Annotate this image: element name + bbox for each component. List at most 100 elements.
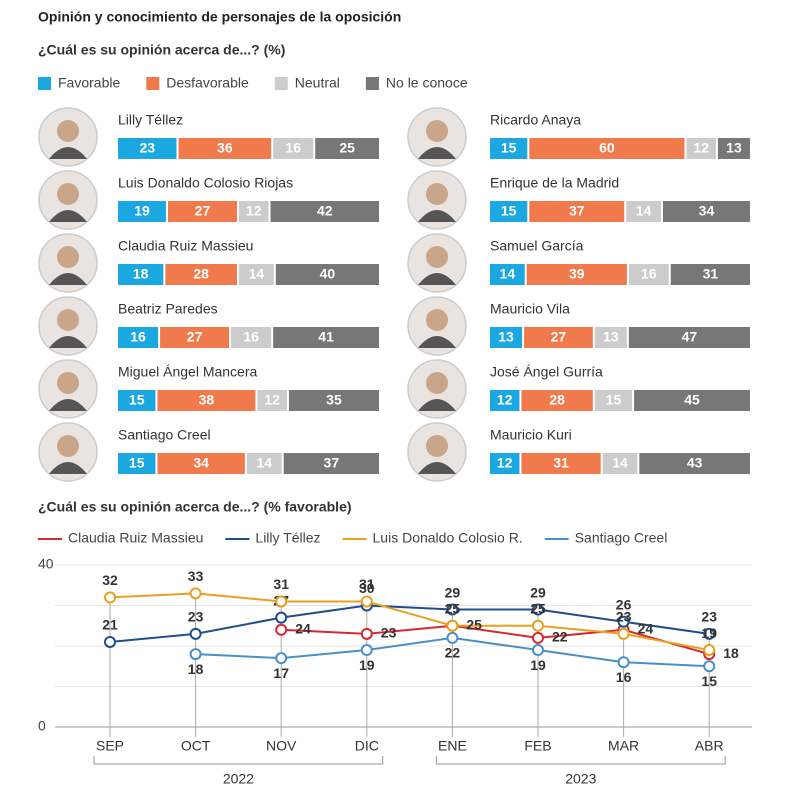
bar-segment — [490, 327, 523, 348]
portrait-body — [49, 399, 87, 411]
point-label: 22 — [552, 629, 568, 645]
bar-value: 60 — [599, 140, 615, 156]
bar-segment — [490, 390, 520, 411]
bar-segment — [270, 201, 379, 222]
bar-segment — [529, 201, 625, 222]
year-label: 2022 — [223, 771, 254, 787]
bar-value: 15 — [501, 203, 517, 219]
point — [104, 635, 116, 648]
series-line — [109, 592, 710, 652]
legend-label: Claudia Ruiz Massieu — [68, 530, 203, 546]
legend-label: Lilly Téllez — [255, 530, 320, 546]
point — [446, 631, 459, 644]
point-label: 23 — [188, 609, 204, 625]
portrait-body — [418, 462, 456, 474]
portrait-body — [49, 462, 87, 474]
bar-value: 37 — [569, 203, 585, 219]
legend-swatch — [274, 77, 288, 90]
year-bracket — [435, 756, 726, 765]
bar-value: 28 — [193, 266, 209, 282]
point-label: 17 — [273, 665, 289, 681]
bar-segment — [118, 201, 166, 222]
point-label: 30 — [359, 580, 375, 596]
point — [275, 623, 288, 636]
x-tick-label: MAR — [608, 738, 639, 754]
portrait-head — [426, 372, 448, 394]
bar-value: 34 — [193, 455, 209, 471]
bar-value: 12 — [497, 392, 513, 408]
point-label: 24 — [638, 621, 654, 637]
bar-segment — [686, 138, 716, 159]
point — [532, 631, 544, 644]
point — [360, 595, 373, 608]
legend-label: Desfavorable — [166, 75, 249, 91]
portrait-head — [426, 246, 448, 268]
bar-value: 12 — [497, 455, 513, 471]
x-tick-label: OCT — [181, 738, 211, 754]
point — [446, 603, 459, 616]
point-label: 25 — [466, 616, 482, 632]
portrait-head — [57, 120, 79, 142]
bar-value: 12 — [246, 203, 262, 219]
series-line — [109, 604, 710, 643]
bar-value: 16 — [243, 329, 259, 345]
year-label: 2023 — [565, 771, 596, 787]
bar-value: 18 — [133, 266, 149, 282]
person-name: Mauricio Kuri — [490, 427, 572, 443]
bar-segment — [490, 264, 525, 285]
bar-segment — [118, 264, 164, 285]
legend-label: Favorable — [58, 75, 120, 91]
point-label: 26 — [616, 596, 632, 612]
bar-segment — [628, 327, 750, 348]
bar-segment — [315, 138, 379, 159]
bar-segment — [634, 390, 750, 411]
portrait-body — [49, 210, 87, 222]
legend-label: No le conoce — [386, 75, 468, 91]
bar-segment — [521, 390, 593, 411]
point-label: 33 — [188, 568, 204, 584]
subtitle: ¿Cuál es su opinión acerca de...? (%) — [38, 42, 285, 58]
y-tick-label: 40 — [38, 556, 54, 572]
bar-value: 35 — [326, 392, 342, 408]
bar-value: 14 — [256, 455, 272, 471]
bar-segment — [257, 390, 287, 411]
portrait-head — [57, 372, 79, 394]
portrait-head — [57, 435, 79, 457]
portrait-body — [418, 336, 456, 348]
bar-value: 13 — [726, 140, 742, 156]
bar-segment — [118, 138, 177, 159]
person-name: Santiago Creel — [118, 427, 211, 443]
bar-value: 27 — [195, 203, 211, 219]
legend-label: Neutral — [295, 75, 340, 91]
point-label: 23 — [616, 609, 632, 625]
person-name: Ricardo Anaya — [490, 112, 581, 128]
point-label: 18 — [188, 661, 204, 677]
bar-value: 47 — [682, 329, 698, 345]
bar-value: 25 — [339, 140, 355, 156]
person-name: Lilly Téllez — [118, 112, 183, 128]
bar-value: 39 — [569, 266, 585, 282]
point — [189, 648, 202, 661]
point-label: 19 — [530, 657, 546, 673]
bar-segment — [529, 138, 685, 159]
bar-segment — [490, 453, 520, 474]
point-label: 32 — [102, 572, 118, 588]
point-label: 31 — [359, 576, 375, 592]
point — [617, 615, 630, 628]
point-label: 16 — [616, 669, 632, 685]
bar-value: 14 — [612, 455, 628, 471]
bar-segment — [594, 327, 627, 348]
point-label: 23 — [701, 609, 717, 625]
bar-segment — [717, 138, 750, 159]
bar-segment — [118, 327, 159, 348]
bar-segment — [288, 390, 379, 411]
line-chart-title: ¿Cuál es su opinión acerca de...? (% fav… — [38, 499, 352, 515]
y-tick-label: 0 — [38, 718, 46, 734]
portrait-body — [418, 147, 456, 159]
bar-segment — [521, 453, 601, 474]
portrait-body — [418, 273, 456, 285]
person-name: Mauricio Vila — [490, 301, 570, 317]
bar-segment — [662, 201, 750, 222]
point-label: 19 — [359, 657, 375, 673]
